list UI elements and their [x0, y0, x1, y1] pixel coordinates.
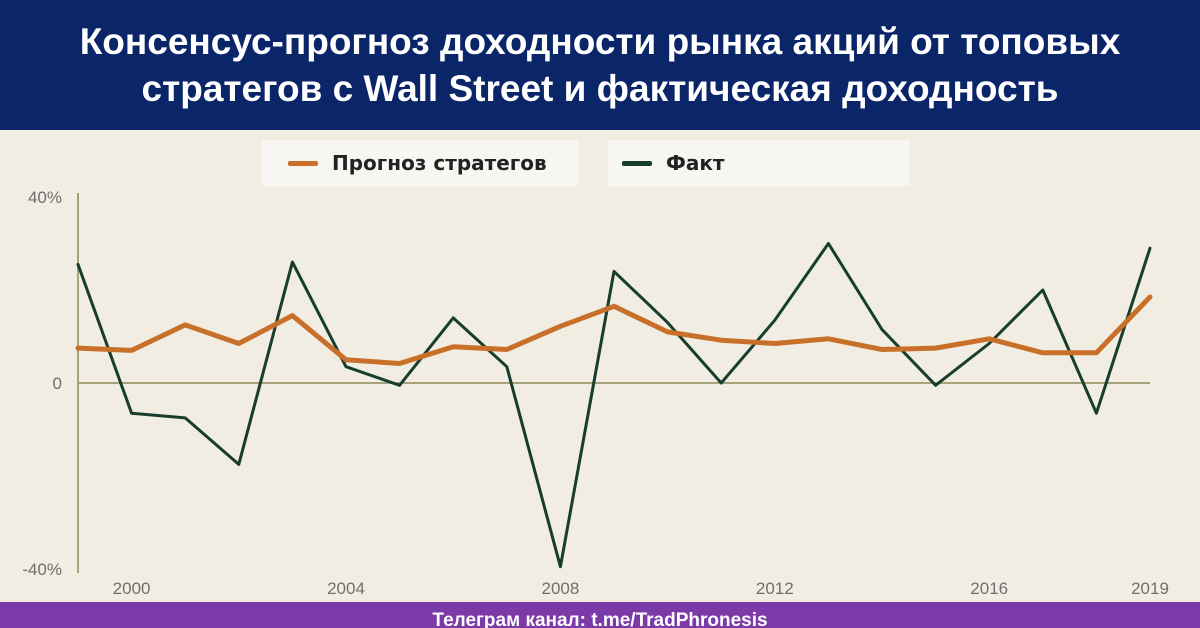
x-tick-label: 2008 [541, 579, 579, 598]
line-chart: 40% 0 -40% 2000 2004 2008 2012 2016 2019 [22, 188, 1169, 598]
legend-box-actual [608, 140, 910, 186]
y-tick-label: 0 [53, 374, 62, 393]
x-tick-label: 2000 [113, 579, 151, 598]
series-line-forecast [75, 294, 1153, 366]
header-banner: Консенсус-прогноз доходности рынка акций… [0, 0, 1200, 130]
chart-title: Консенсус-прогноз доходности рынка акций… [79, 21, 1121, 109]
legend-label-forecast: Прогноз стратегов [332, 151, 547, 175]
legend-swatch-forecast [288, 160, 318, 166]
y-tick-label: -40% [22, 560, 62, 579]
x-tick-label: 2019 [1131, 579, 1169, 598]
x-tick-label: 2012 [756, 579, 794, 598]
footer-text: Телеграм канал: t.me/TradPhronesis [432, 610, 768, 628]
legend-item-forecast: Прогноз стратегов [288, 140, 547, 186]
y-tick-label: 40% [28, 188, 62, 207]
legend-swatch-actual [622, 160, 652, 166]
series-line-actual [76, 242, 1152, 569]
x-tick-label: 2016 [970, 579, 1008, 598]
footer-banner: Телеграм канал: t.me/TradPhronesis [0, 602, 1200, 628]
legend-item-actual: Факт [622, 140, 725, 186]
x-tick-label: 2004 [327, 579, 365, 598]
legend-label-actual: Факт [666, 151, 725, 175]
